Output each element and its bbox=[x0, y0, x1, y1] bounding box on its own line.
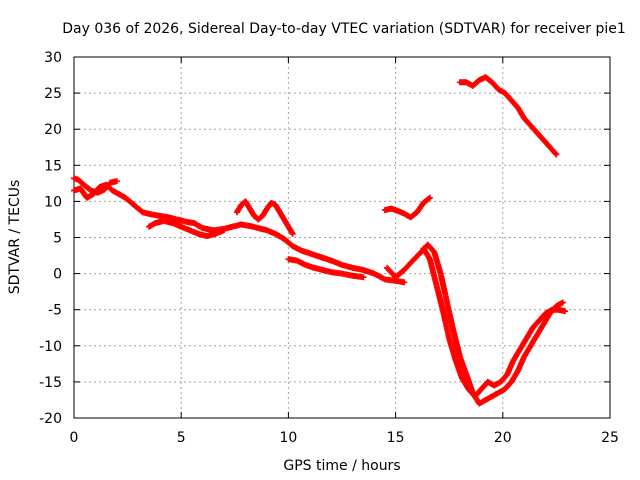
y-tick-label: 25 bbox=[44, 86, 62, 102]
x-tick-label: 25 bbox=[601, 430, 619, 446]
tick-labels: 0 5 10 15 20 25 -20 -15 -10 -5 0 5 10 15 20 25 30 bbox=[39, 50, 619, 446]
x-tick-label: 5 bbox=[177, 430, 186, 446]
data-point bbox=[553, 151, 560, 158]
y-axis-label: SDTVAR / TECUs bbox=[7, 180, 23, 295]
y-tick-label: 5 bbox=[53, 231, 62, 247]
axis-ticks bbox=[73, 56, 611, 419]
y-tick-label: 15 bbox=[44, 158, 62, 174]
chart-title: Day 036 of 2026, Sidereal Day-to-day VTE… bbox=[62, 21, 626, 37]
data-point bbox=[561, 308, 568, 315]
y-tick-label: 20 bbox=[44, 122, 62, 138]
data-point bbox=[113, 178, 120, 185]
data-point bbox=[360, 274, 367, 281]
y-tick-label: -20 bbox=[39, 411, 62, 427]
series-arc-3 bbox=[233, 198, 296, 237]
series-arc-2 bbox=[146, 217, 228, 240]
data-point bbox=[426, 194, 433, 201]
x-axis-label: GPS time / hours bbox=[283, 458, 400, 474]
data-points bbox=[71, 74, 568, 407]
x-tick-label: 0 bbox=[70, 430, 79, 446]
series-arc-6b bbox=[420, 245, 568, 400]
y-tick-label: 10 bbox=[44, 194, 62, 210]
x-tick-label: 20 bbox=[494, 430, 512, 446]
data-point bbox=[552, 150, 559, 157]
series-arc-4 bbox=[285, 256, 367, 281]
data-point bbox=[559, 299, 566, 306]
data-point bbox=[221, 227, 228, 234]
series-arc-1-upper bbox=[71, 175, 120, 196]
y-tick-label: -15 bbox=[39, 375, 62, 391]
y-tick-label: -10 bbox=[39, 339, 62, 355]
data-point bbox=[425, 195, 432, 202]
y-tick-label: -5 bbox=[48, 303, 62, 319]
data-point bbox=[289, 230, 296, 237]
y-tick-label: 30 bbox=[44, 50, 62, 66]
series-arc-5 bbox=[381, 194, 433, 221]
series-arc-7 bbox=[456, 74, 560, 158]
x-tick-label: 10 bbox=[279, 430, 297, 446]
y-tick-label: 0 bbox=[53, 267, 62, 283]
data-point bbox=[401, 279, 408, 286]
x-tick-label: 15 bbox=[387, 430, 405, 446]
